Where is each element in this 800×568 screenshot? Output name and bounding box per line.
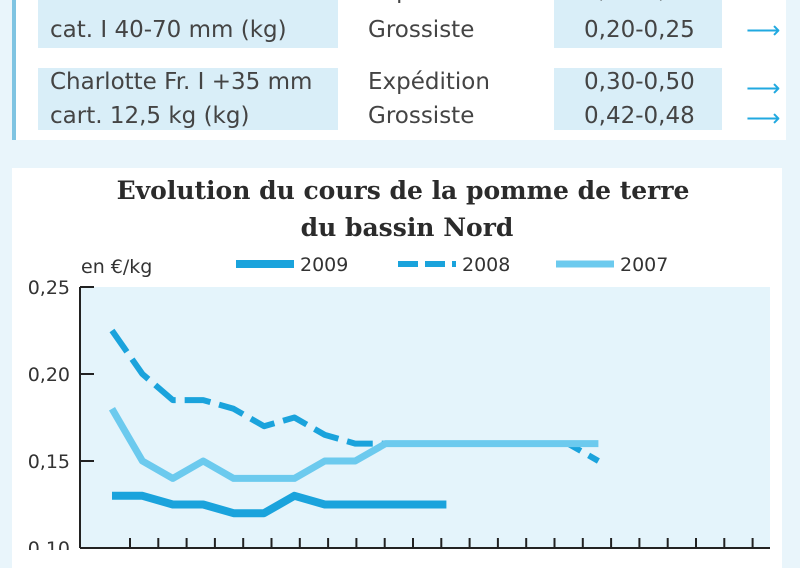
legend-label-2009: 2009 [300,254,348,276]
arrow-right-icon: ⟶ [746,74,781,102]
market-label: Grossiste [368,103,475,129]
chart-legend: 2009 2008 2007 [236,254,668,276]
y-tick-label: 0,25 [28,277,70,299]
series-line-2009 [112,491,447,518]
market-label: Expédition [368,69,490,95]
product-name-line1: Charlotte Fr. I +35 mm [50,69,313,95]
legend-label-2007: 2007 [620,254,668,276]
chart-title-line2: du bassin Nord [301,213,514,242]
product-name-line1: Div. var. cons. lav. Fr. [50,0,291,8]
product-cell [38,0,330,48]
price-table: Div. var. cons. lav. Fr. cat. I 40-70 mm… [12,0,786,140]
y-axis-label: en €/kg [81,256,152,278]
y-tick-label: 0,20 [28,364,70,386]
arrow-up-right-icon: ↗ [746,0,766,6]
legend-label-2008: 2008 [462,254,510,276]
table-row: Div. var. cons. lav. Fr. cat. I 40-70 mm… [38,0,786,48]
market-label: Expédition [368,0,490,8]
y-tick-label: 0,15 [28,451,70,473]
market-cell [338,68,554,130]
arrow-right-icon: ⟶ [746,104,781,132]
price-range: 0,30-0,50 [584,69,695,95]
arrow-right-icon: ⟶ [746,16,781,44]
market-label: Grossiste [368,17,475,43]
product-cell [38,68,330,130]
trend-cell [722,68,786,130]
plot-area: 0,10 0,15 0,20 0,25 [28,277,770,550]
price-evolution-chart: Evolution du cours de la pomme de terre … [28,176,770,550]
y-tick-label: 0,10 [28,538,70,550]
price-range: 0,20-0,25 [584,17,695,43]
plot-background [80,287,770,548]
series-line-2008 [109,328,600,464]
price-cell [560,68,714,130]
series-line-2007 [108,407,599,482]
price-cell [560,0,714,48]
product-name-line2: cat. I 40-70 mm (kg) [50,17,287,43]
price-range: 0,11-0,14 [584,0,695,8]
market-cell [338,0,554,48]
product-name-line2: cart. 12,5 kg (kg) [50,103,250,129]
chart-title-line1: Evolution du cours de la pomme de terre [117,176,690,205]
table-row: Charlotte Fr. I +35 mm cart. 12,5 kg (kg… [38,68,786,132]
price-range: 0,42-0,48 [584,103,695,129]
trend-cell [722,0,786,48]
